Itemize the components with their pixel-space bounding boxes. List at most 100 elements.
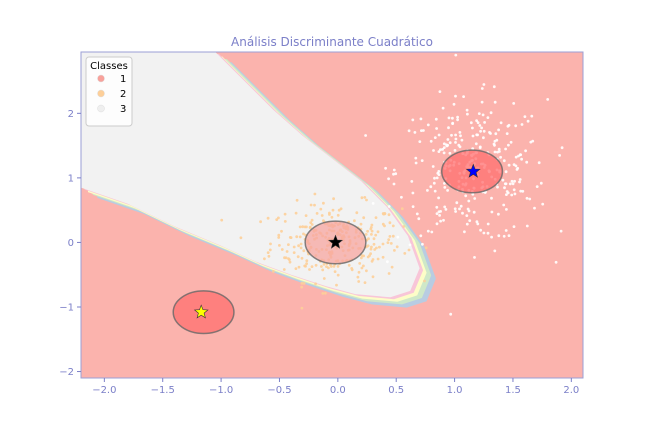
data-point-class-3	[477, 112, 481, 115]
data-point-class-3	[400, 195, 403, 199]
data-point-class-3	[432, 181, 436, 185]
data-point-class-3	[443, 182, 446, 185]
data-point-class-2	[336, 273, 340, 277]
data-point-class-3	[503, 186, 506, 190]
data-point-class-3	[429, 139, 433, 143]
data-point-class-3	[443, 205, 447, 209]
data-point-class-2	[387, 272, 391, 275]
data-point-class-3	[446, 138, 450, 141]
data-point-class-2	[350, 267, 354, 270]
data-point-class-3	[513, 179, 516, 183]
data-point-class-3	[486, 231, 490, 235]
data-point-class-3	[512, 102, 516, 105]
data-point-class-2	[330, 215, 334, 219]
data-point-class-3	[489, 132, 492, 135]
data-point-class-2	[393, 249, 396, 252]
data-point-class-3	[465, 214, 469, 218]
data-point-class-3	[392, 172, 395, 176]
data-point-class-2	[320, 214, 324, 217]
data-point-class-3	[415, 212, 419, 216]
data-point-class-2	[309, 203, 313, 207]
data-point-class-2	[266, 216, 270, 220]
data-point-class-3	[486, 222, 490, 226]
data-point-class-2	[294, 267, 298, 270]
data-point-class-3	[486, 116, 490, 119]
data-point-class-3	[465, 222, 469, 226]
data-point-class-2	[376, 230, 380, 234]
data-point-class-2	[310, 265, 314, 268]
data-point-class-3	[451, 122, 454, 125]
data-point-class-3	[461, 211, 464, 215]
data-point-class-2	[288, 260, 292, 264]
data-point-class-3	[463, 230, 466, 234]
legend-title: Classes	[90, 61, 128, 72]
data-point-class-2	[360, 266, 364, 270]
data-point-class-3	[442, 218, 445, 222]
data-point-class-2	[353, 219, 356, 223]
x-tick-label: −1.5	[151, 385, 175, 396]
data-point-class-3	[459, 134, 462, 138]
data-point-class-2	[302, 249, 306, 253]
data-point-class-3	[525, 196, 529, 200]
data-point-class-2	[314, 282, 317, 286]
data-point-class-3	[490, 210, 494, 214]
data-point-class-3	[526, 119, 530, 123]
data-point-class-3	[434, 117, 438, 121]
data-point-class-2	[357, 280, 361, 283]
data-point-class-3	[438, 214, 441, 217]
data-point-class-2	[335, 283, 338, 287]
data-point-class-2	[387, 213, 391, 217]
data-point-class-2	[332, 197, 335, 201]
data-point-class-3	[507, 163, 511, 167]
data-point-class-2	[395, 245, 399, 249]
data-point-class-3	[454, 210, 457, 213]
data-point-class-3	[499, 121, 503, 125]
data-point-class-3	[439, 210, 442, 213]
data-point-class-2	[282, 268, 286, 271]
data-point-class-2	[332, 265, 336, 268]
data-point-class-2	[388, 221, 392, 225]
x-tick-label: −2.0	[92, 385, 116, 396]
data-point-class-3	[476, 121, 480, 124]
x-tick-label: 0.5	[388, 385, 404, 396]
data-point-class-2	[358, 262, 362, 265]
data-point-class-3	[472, 210, 476, 214]
plot-frame	[80, 51, 584, 379]
data-point-class-2	[322, 201, 325, 205]
data-point-class-3	[502, 159, 506, 163]
data-point-class-3	[460, 138, 464, 142]
data-point-class-3	[433, 136, 437, 140]
data-point-class-2	[369, 247, 373, 251]
data-point-class-2	[321, 292, 325, 295]
data-point-class-3	[414, 161, 418, 165]
data-point-class-3	[451, 116, 454, 120]
data-point-class-3	[457, 143, 461, 147]
data-point-class-2	[369, 252, 372, 256]
data-point-class-3	[493, 143, 496, 147]
data-point-class-2	[359, 222, 363, 226]
data-point-class-3	[504, 147, 507, 151]
data-point-class-2	[336, 213, 340, 217]
data-point-class-3	[455, 201, 459, 205]
data-point-class-2	[370, 223, 374, 227]
data-point-class-2	[305, 259, 309, 263]
data-point-class-2	[403, 252, 407, 255]
data-point-class-2	[328, 213, 331, 216]
data-point-class-2	[301, 225, 305, 229]
legend-marker-2	[97, 89, 105, 98]
data-point-class-2	[365, 269, 368, 273]
data-point-class-3	[466, 112, 469, 116]
data-point-class-2	[320, 265, 323, 268]
data-point-class-2	[370, 229, 374, 233]
data-point-class-3	[507, 234, 511, 238]
data-point-class-3	[507, 143, 510, 147]
data-point-class-2	[355, 211, 359, 215]
data-point-class-3	[546, 98, 550, 101]
data-point-class-2	[277, 216, 280, 220]
data-point-class-3	[465, 108, 469, 112]
data-point-class-2	[277, 233, 281, 237]
data-point-class-2	[367, 237, 370, 241]
data-point-class-3	[430, 230, 434, 234]
data-point-class-2	[285, 250, 289, 253]
data-point-class-3	[458, 207, 461, 211]
